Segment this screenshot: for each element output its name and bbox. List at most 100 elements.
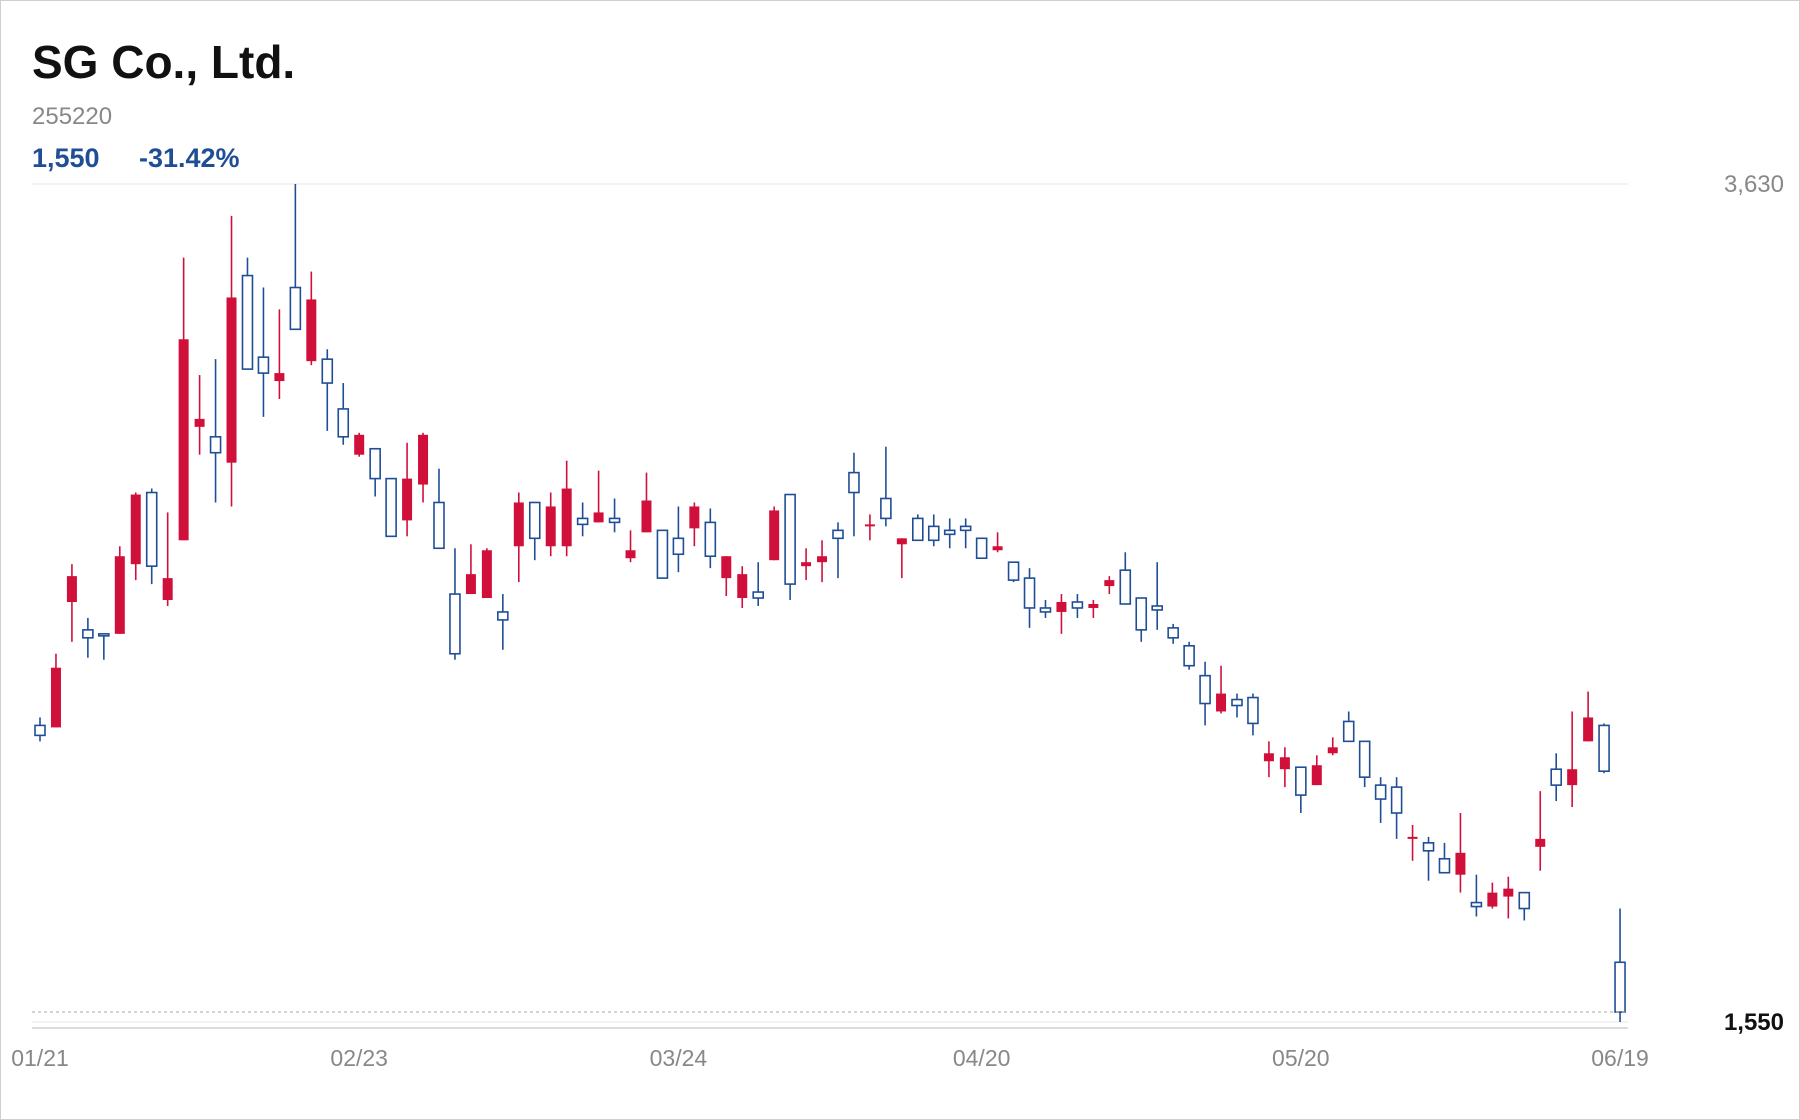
candle-body — [1358, 740, 1371, 778]
candle-body — [1311, 765, 1322, 786]
candle-body — [992, 546, 1003, 551]
candle-body — [1583, 717, 1594, 742]
candle-body — [608, 517, 621, 524]
candle-body — [801, 562, 812, 567]
candle-body — [1407, 836, 1418, 839]
candle-body — [145, 491, 158, 567]
stock-code: 255220 — [32, 103, 112, 130]
candle-body — [528, 501, 541, 540]
candle-body — [1455, 852, 1466, 875]
candle-body — [513, 502, 524, 547]
candle-body — [1470, 901, 1483, 908]
candle-body — [130, 494, 141, 565]
candle-body — [1503, 888, 1514, 897]
candle-body — [784, 493, 796, 585]
candle-body — [1487, 892, 1498, 907]
candle-body — [1183, 644, 1195, 667]
candle-body — [337, 408, 350, 438]
candle-body — [114, 556, 125, 634]
y-tick-label: 3,630 — [1724, 171, 1784, 198]
candle-body — [1342, 720, 1355, 743]
candle-body — [880, 497, 892, 520]
candle-body — [721, 556, 732, 579]
candle-body — [1518, 891, 1531, 910]
price-change: -31.42% — [139, 143, 240, 173]
candle-body — [481, 550, 492, 599]
candle-body — [959, 525, 972, 532]
candle-body — [704, 521, 717, 558]
candle-body — [1056, 602, 1067, 612]
candle-body — [576, 517, 589, 526]
last-price-axis-label: 1,550 — [1724, 1009, 1784, 1036]
candle-body — [385, 477, 397, 538]
candle-body — [82, 629, 94, 639]
candle-body — [497, 611, 509, 621]
candle-body — [418, 434, 429, 485]
candle-body — [943, 529, 956, 536]
candle-body — [66, 576, 77, 603]
candle-body — [927, 525, 940, 542]
candle-body — [1390, 786, 1403, 814]
candle-body — [1247, 696, 1259, 725]
last-price: 1,550 — [32, 143, 100, 173]
candle-body — [1071, 601, 1084, 609]
candle-body — [545, 506, 556, 547]
candle-body — [1167, 627, 1179, 639]
candle-body — [911, 517, 924, 542]
candle-body — [162, 578, 173, 601]
candle-body — [1263, 753, 1274, 762]
x-tick-label: 06/19 — [1591, 1045, 1649, 1071]
candle-body — [34, 724, 46, 737]
candle-body — [1088, 603, 1099, 608]
candle-body — [848, 471, 860, 494]
x-tick-label: 01/21 — [11, 1045, 69, 1071]
candle-body — [289, 286, 302, 331]
candle-body — [178, 339, 189, 541]
candle-body — [209, 435, 222, 454]
candle-body — [1104, 580, 1115, 587]
candle-body — [241, 274, 254, 370]
candle-body — [1550, 768, 1562, 786]
candle-body — [656, 529, 669, 579]
candle-body — [1614, 961, 1626, 1013]
x-tick-label: 03/24 — [650, 1045, 708, 1071]
candle-body — [402, 478, 413, 521]
x-tick-label: 04/20 — [953, 1045, 1011, 1071]
candle-body — [1007, 561, 1020, 581]
candle-body — [832, 529, 844, 540]
candle-body — [1327, 747, 1338, 754]
candle-body — [98, 633, 110, 637]
x-tick-label: 02/23 — [330, 1045, 388, 1071]
candle-body — [1119, 569, 1132, 605]
candle-body — [1039, 607, 1052, 613]
candle-body — [561, 488, 572, 547]
candle-body — [369, 447, 381, 480]
candle-body — [1216, 693, 1227, 712]
candle-body — [354, 434, 365, 455]
candle-body — [449, 593, 461, 655]
candle-body — [257, 356, 270, 374]
candle-body — [465, 574, 476, 595]
candle-body — [817, 556, 828, 563]
candle-body — [1374, 784, 1387, 800]
candle-body — [737, 574, 748, 599]
candle-body — [194, 418, 205, 427]
candle-body — [1151, 605, 1163, 611]
last-price-tag — [1712, 1010, 1788, 1037]
candle-body — [641, 500, 652, 533]
candle-body — [752, 591, 765, 599]
candle-body — [1199, 674, 1211, 705]
candle-body — [433, 501, 445, 550]
candle-body — [274, 373, 285, 382]
candle-body — [1422, 842, 1435, 852]
candle-body — [1135, 597, 1148, 631]
candle-body — [1535, 838, 1546, 847]
candle-body — [1279, 757, 1290, 770]
candle-body — [896, 538, 907, 545]
candle-body — [306, 299, 317, 362]
candle-body — [321, 358, 334, 384]
candle-body — [864, 524, 875, 527]
